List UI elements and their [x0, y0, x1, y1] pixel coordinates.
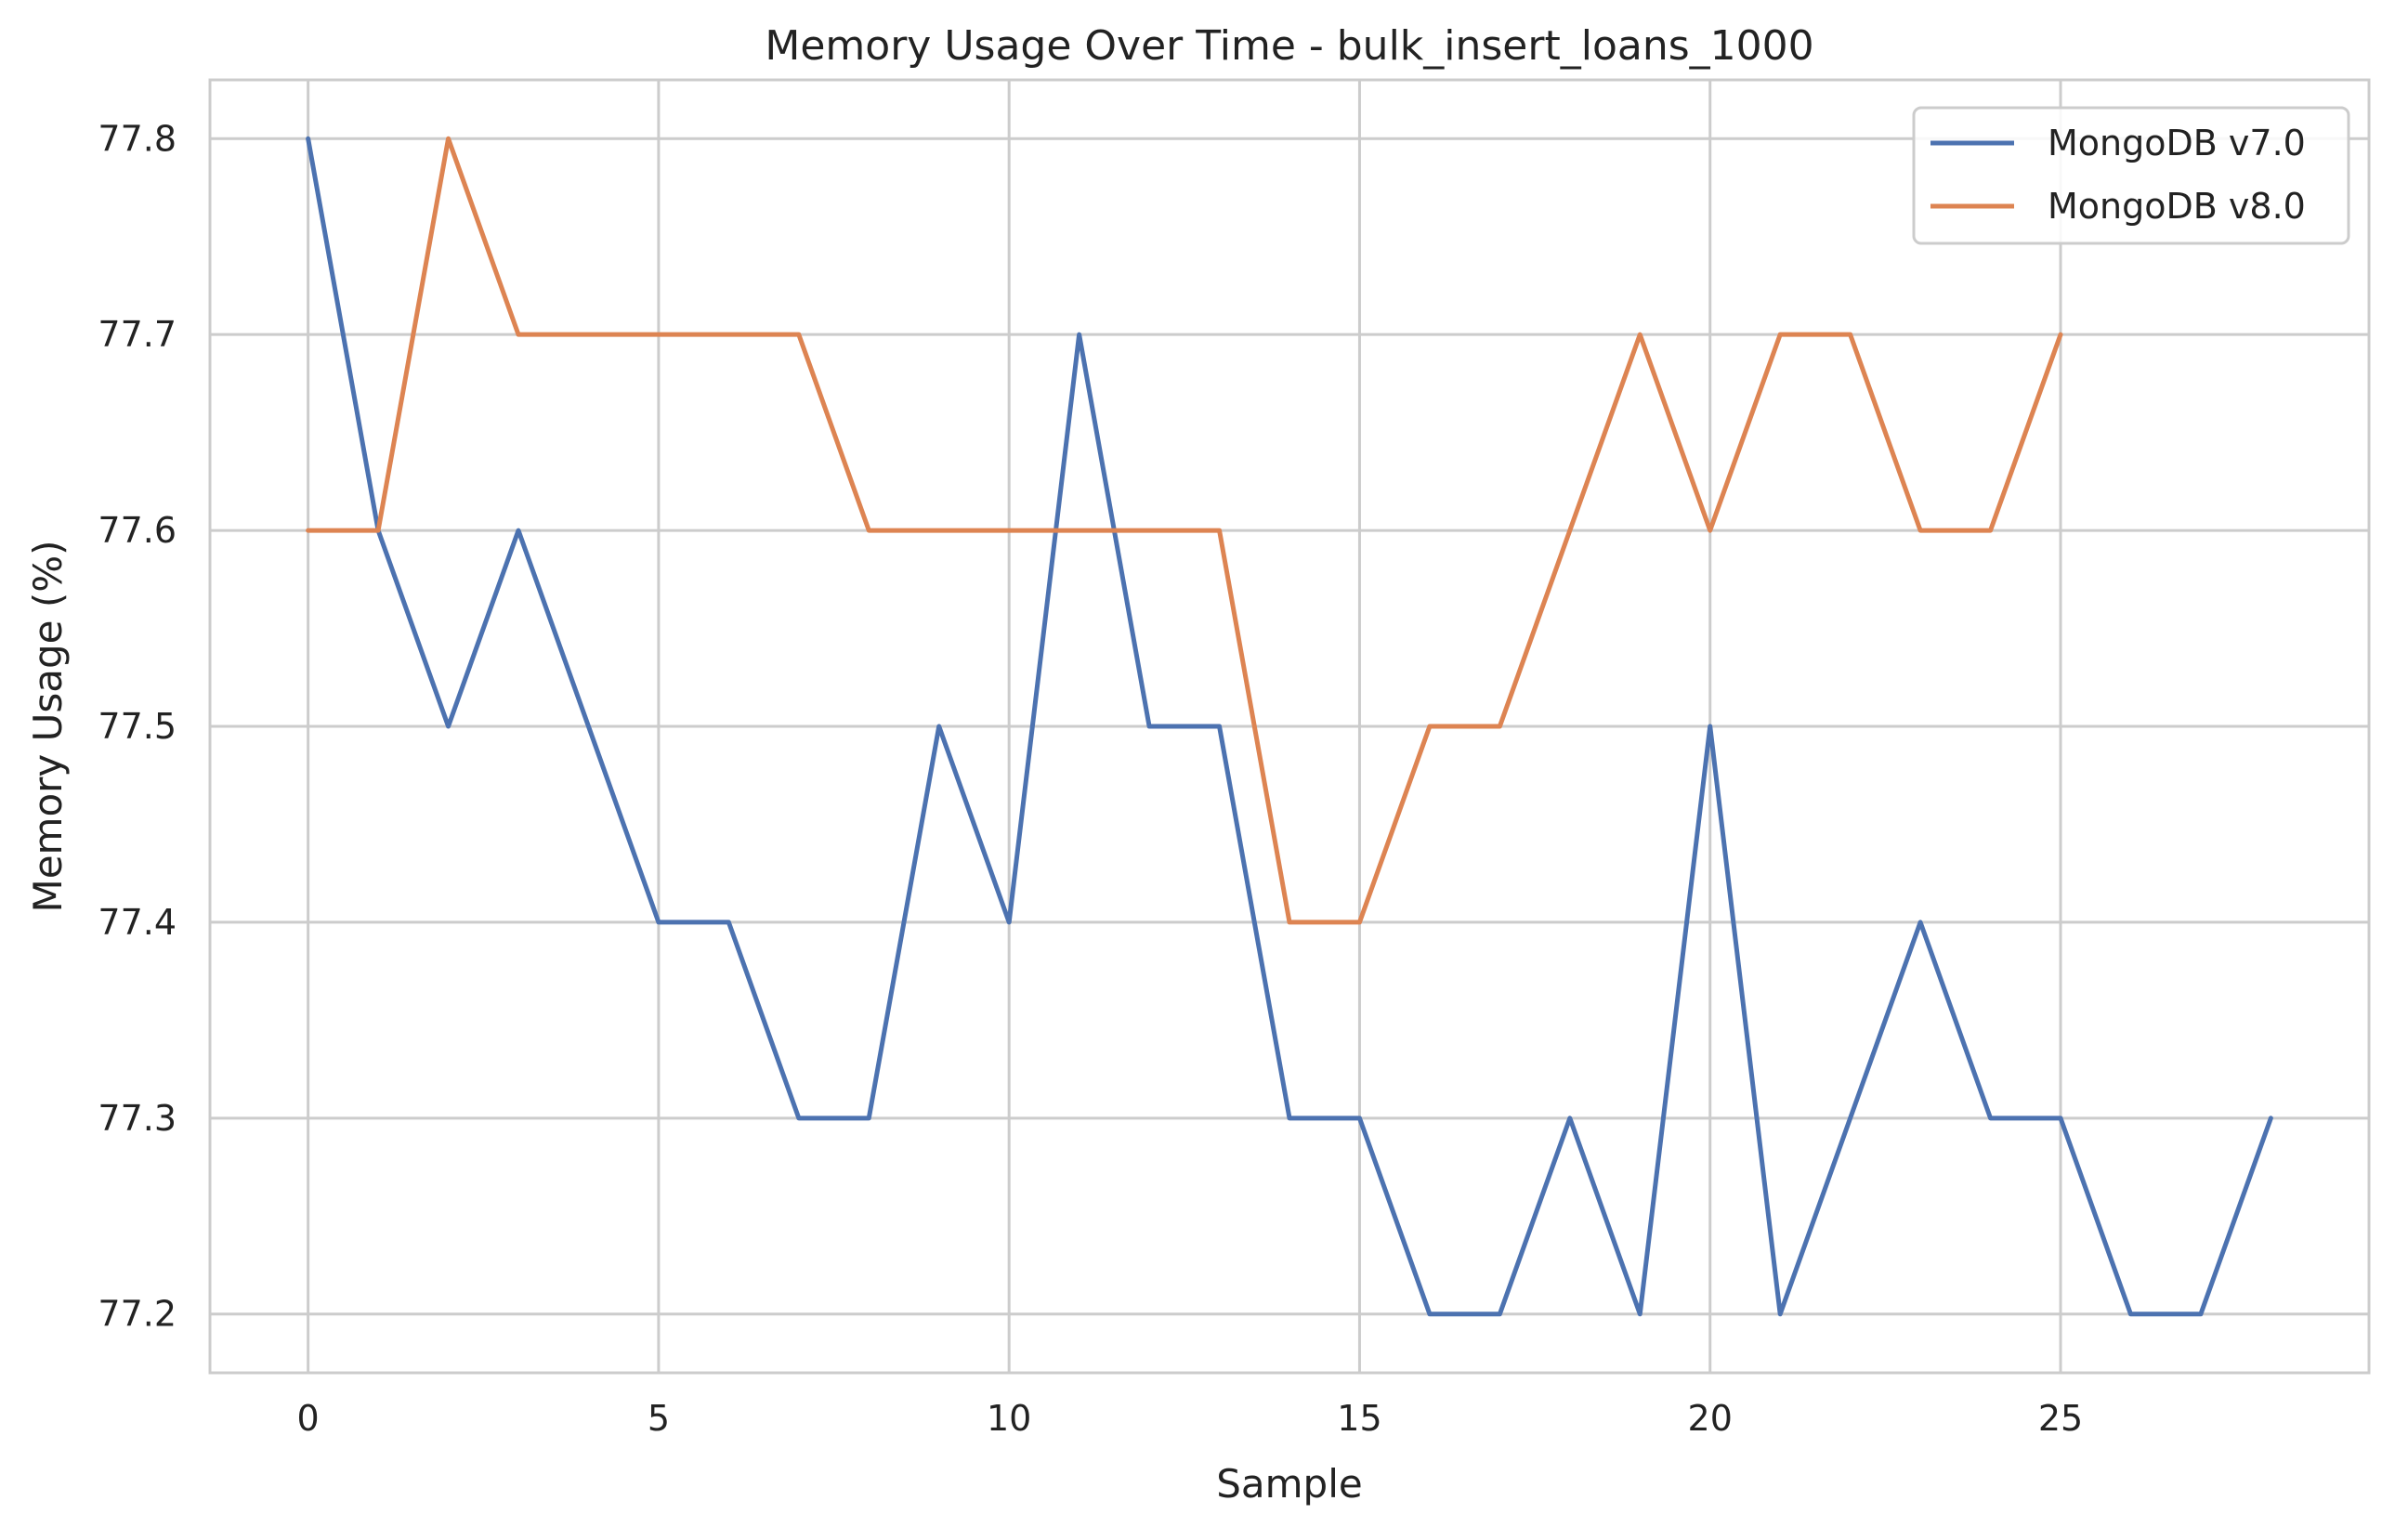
legend-label: MongoDB v7.0: [2048, 123, 2306, 163]
x-axis-label: Sample: [1216, 1461, 1362, 1507]
y-axis-label: Memory Usage (%): [25, 540, 71, 912]
x-tick-label: 25: [2038, 1398, 2083, 1439]
x-tick-label: 0: [297, 1398, 320, 1439]
x-tick-label: 20: [1688, 1398, 1733, 1439]
grid-lines: [210, 80, 2369, 1373]
y-tick-label: 77.5: [98, 706, 177, 747]
plot-frame: [208, 78, 2371, 1375]
y-tick-label: 77.2: [98, 1294, 177, 1335]
y-tick-label: 77.6: [98, 510, 177, 551]
x-tick-label: 10: [987, 1398, 1031, 1439]
y-tick-label: 77.8: [98, 118, 177, 159]
series-line-v7: [306, 136, 2273, 1317]
x-tick-label: 5: [648, 1398, 670, 1439]
legend: MongoDB v7.0 MongoDB v8.0: [1912, 106, 2350, 245]
tick-labels: 0 5 10 15 20 25 77.2 77.3 77.4 77.5 77.6 77.7 77.8: [98, 118, 2083, 1439]
legend-label: MongoDB v8.0: [2048, 186, 2306, 227]
series-line-v8: [306, 136, 2063, 925]
y-tick-label: 77.3: [98, 1098, 177, 1139]
series-lines: [306, 136, 2273, 1317]
x-tick-label: 15: [1337, 1398, 1381, 1439]
chart-title: Memory Usage Over Time - bulk_insert_loa…: [765, 22, 1813, 70]
legend-box: [1912, 106, 2350, 245]
y-tick-label: 77.7: [98, 314, 177, 355]
y-tick-label: 77.4: [98, 902, 177, 943]
